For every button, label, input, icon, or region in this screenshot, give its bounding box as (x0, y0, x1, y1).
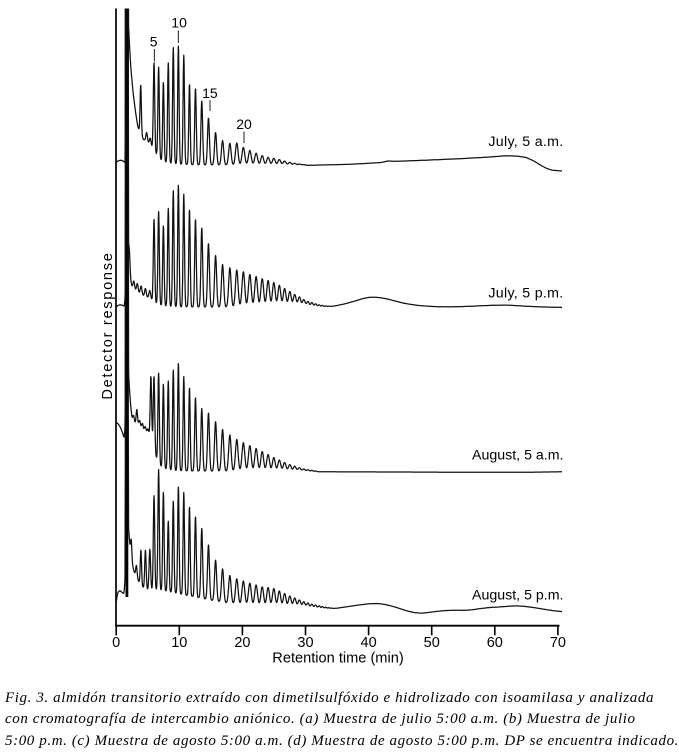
svg-text:50: 50 (424, 635, 440, 651)
svg-text:30: 30 (297, 635, 313, 651)
svg-text:10: 10 (171, 14, 187, 30)
svg-text:July, 5 a.m.: July, 5 a.m. (488, 134, 563, 150)
svg-text:20: 20 (234, 635, 250, 651)
svg-text:5: 5 (150, 33, 158, 49)
svg-text:July, 5 p.m.: July, 5 p.m. (488, 285, 563, 301)
svg-text:10: 10 (171, 635, 187, 651)
svg-text:August, 5 a.m.: August, 5 a.m. (472, 448, 563, 464)
svg-text:20: 20 (236, 116, 252, 132)
svg-text:15: 15 (202, 85, 218, 101)
svg-text:40: 40 (361, 635, 377, 651)
svg-text:August, 5 p.m.: August, 5 p.m. (472, 588, 563, 604)
svg-text:60: 60 (487, 635, 503, 651)
svg-text:0: 0 (112, 635, 120, 651)
svg-text:Retention time (min): Retention time (min) (272, 651, 403, 667)
svg-text:Detector response: Detector response (100, 251, 116, 399)
svg-text:70: 70 (550, 635, 566, 651)
